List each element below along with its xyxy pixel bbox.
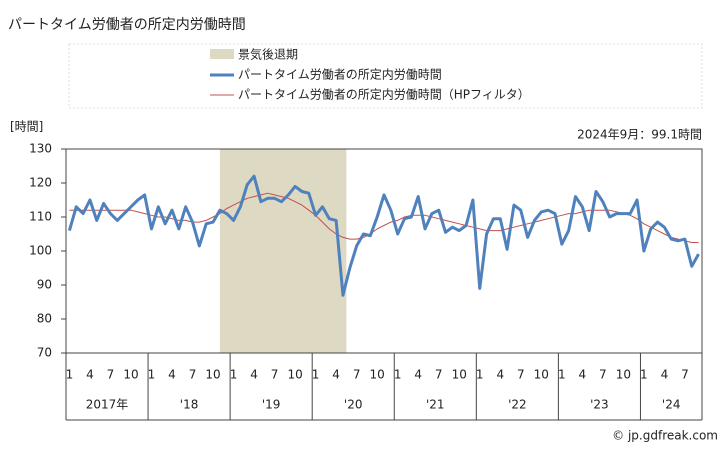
x-tick-label: 10 <box>123 368 138 382</box>
y-tick-label: 90 <box>37 278 52 292</box>
y-tick-label: 110 <box>29 210 52 224</box>
x-tick-label: 4 <box>414 368 422 382</box>
y-tick-label: 70 <box>37 346 52 360</box>
x-tick-label: 4 <box>661 368 669 382</box>
x-tick-label: 4 <box>250 368 258 382</box>
y-tick-label: 80 <box>37 312 52 326</box>
series-line <box>67 174 700 297</box>
x-tick-label: 7 <box>353 368 361 382</box>
x-tick-label: 4 <box>579 368 587 382</box>
year-label: '20 <box>344 398 363 412</box>
recession-band <box>219 149 347 353</box>
x-tick-label: 7 <box>681 368 689 382</box>
year-label: '21 <box>426 398 445 412</box>
x-tick-label: 1 <box>558 368 566 382</box>
x-tick-label: 10 <box>287 368 302 382</box>
legend-box <box>68 43 703 109</box>
x-tick-label: 10 <box>370 368 385 382</box>
x-tick-label: 10 <box>452 368 467 382</box>
year-label: '24 <box>662 398 681 412</box>
year-label: '18 <box>180 398 199 412</box>
x-tick-label: 10 <box>534 368 549 382</box>
x-tick-label: 10 <box>616 368 631 382</box>
y-axis-label: [時間] <box>10 120 43 134</box>
legend-swatch <box>210 49 234 59</box>
x-tick-label: 7 <box>271 368 279 382</box>
x-tick-label: 4 <box>496 368 504 382</box>
x-tick-label: 1 <box>476 368 484 382</box>
source: © jp.gdfreak.com <box>612 429 718 443</box>
x-tick-label: 4 <box>168 368 176 382</box>
year-label: 2017年 <box>86 398 129 412</box>
legend-label: パートタイム労働者の所定内労働時間 <box>238 67 442 82</box>
year-label: '19 <box>262 398 281 412</box>
x-tick-label: 7 <box>189 368 197 382</box>
chart-title: パートタイム労働者の所定内労働時間 <box>8 17 246 33</box>
annotation: 2024年9月：99.1時間 <box>577 128 702 142</box>
year-label: '22 <box>508 398 527 412</box>
x-tick-label: 7 <box>107 368 115 382</box>
x-tick-label: 4 <box>332 368 340 382</box>
x-tick-label: 7 <box>517 368 525 382</box>
y-tick-label: 130 <box>29 142 52 156</box>
y-tick-label: 120 <box>29 176 52 190</box>
x-tick-label: 1 <box>230 368 238 382</box>
x-tick-label: 1 <box>640 368 648 382</box>
x-tick-label: 7 <box>435 368 443 382</box>
legend-label: パートタイム労働者の所定内労働時間（HPフィルタ） <box>238 87 530 102</box>
y-tick-label: 100 <box>29 244 52 258</box>
x-tick-label: 10 <box>205 368 220 382</box>
x-tick-label: 1 <box>66 368 74 382</box>
x-tick-label: 1 <box>312 368 320 382</box>
legend-label: 景気後退期 <box>238 47 298 62</box>
year-label: '23 <box>590 398 609 412</box>
x-tick-label: 1 <box>148 368 156 382</box>
x-tick-label: 1 <box>394 368 402 382</box>
x-tick-label: 7 <box>599 368 607 382</box>
plot-frame <box>65 148 703 354</box>
x-tick-label: 4 <box>86 368 94 382</box>
